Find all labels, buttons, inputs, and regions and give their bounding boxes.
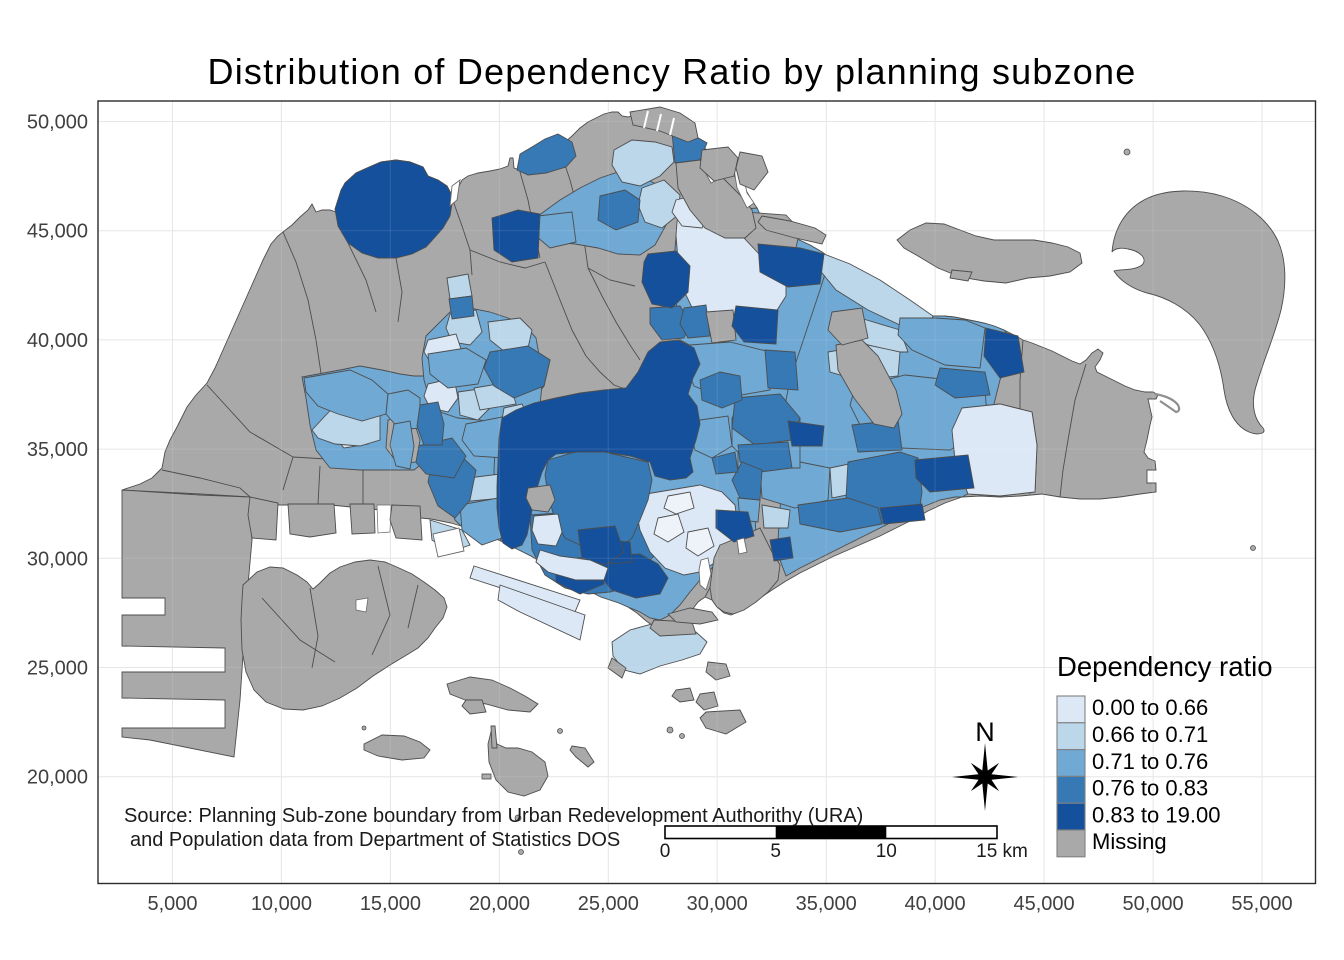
svg-text:20,000: 20,000: [469, 893, 530, 915]
svg-text:10,000: 10,000: [251, 893, 312, 915]
svg-text:0.66 to 0.71: 0.66 to 0.71: [1092, 722, 1208, 747]
svg-text:Distribution of Dependency Rat: Distribution of Dependency Ratio by plan…: [208, 51, 1137, 92]
svg-text:Dependency ratio: Dependency ratio: [1057, 651, 1273, 682]
svg-text:30,000: 30,000: [687, 893, 748, 915]
svg-text:15 km: 15 km: [976, 841, 1028, 862]
svg-text:35,000: 35,000: [27, 439, 88, 461]
svg-text:40,000: 40,000: [27, 330, 88, 352]
svg-text:20,000: 20,000: [27, 767, 88, 789]
svg-text:45,000: 45,000: [1014, 893, 1075, 915]
svg-text:10: 10: [876, 841, 897, 862]
svg-text:40,000: 40,000: [905, 893, 966, 915]
svg-text:50,000: 50,000: [27, 112, 88, 134]
svg-text:0.71 to 0.76: 0.71 to 0.76: [1092, 749, 1208, 774]
svg-text:55,000: 55,000: [1231, 893, 1292, 915]
svg-text:30,000: 30,000: [27, 548, 88, 570]
svg-text:N: N: [975, 717, 995, 747]
svg-text:0.83 to 19.00: 0.83 to 19.00: [1092, 802, 1220, 827]
svg-text:0.00 to 0.66: 0.00 to 0.66: [1092, 695, 1208, 720]
svg-text:15,000: 15,000: [360, 893, 421, 915]
svg-text:Missing: Missing: [1092, 829, 1167, 854]
svg-text:0.76 to 0.83: 0.76 to 0.83: [1092, 776, 1208, 801]
svg-text:5: 5: [770, 841, 781, 862]
svg-text:Source: Planning Sub-zone boun: Source: Planning Sub-zone boundary from …: [124, 805, 863, 827]
svg-text:50,000: 50,000: [1123, 893, 1184, 915]
svg-text:25,000: 25,000: [27, 658, 88, 680]
svg-text:35,000: 35,000: [796, 893, 857, 915]
svg-text:and Population data from Depar: and Population data from Department of S…: [130, 829, 620, 851]
svg-text:5,000: 5,000: [147, 893, 197, 915]
svg-text:0: 0: [660, 841, 671, 862]
svg-text:45,000: 45,000: [27, 221, 88, 243]
svg-text:25,000: 25,000: [578, 893, 639, 915]
